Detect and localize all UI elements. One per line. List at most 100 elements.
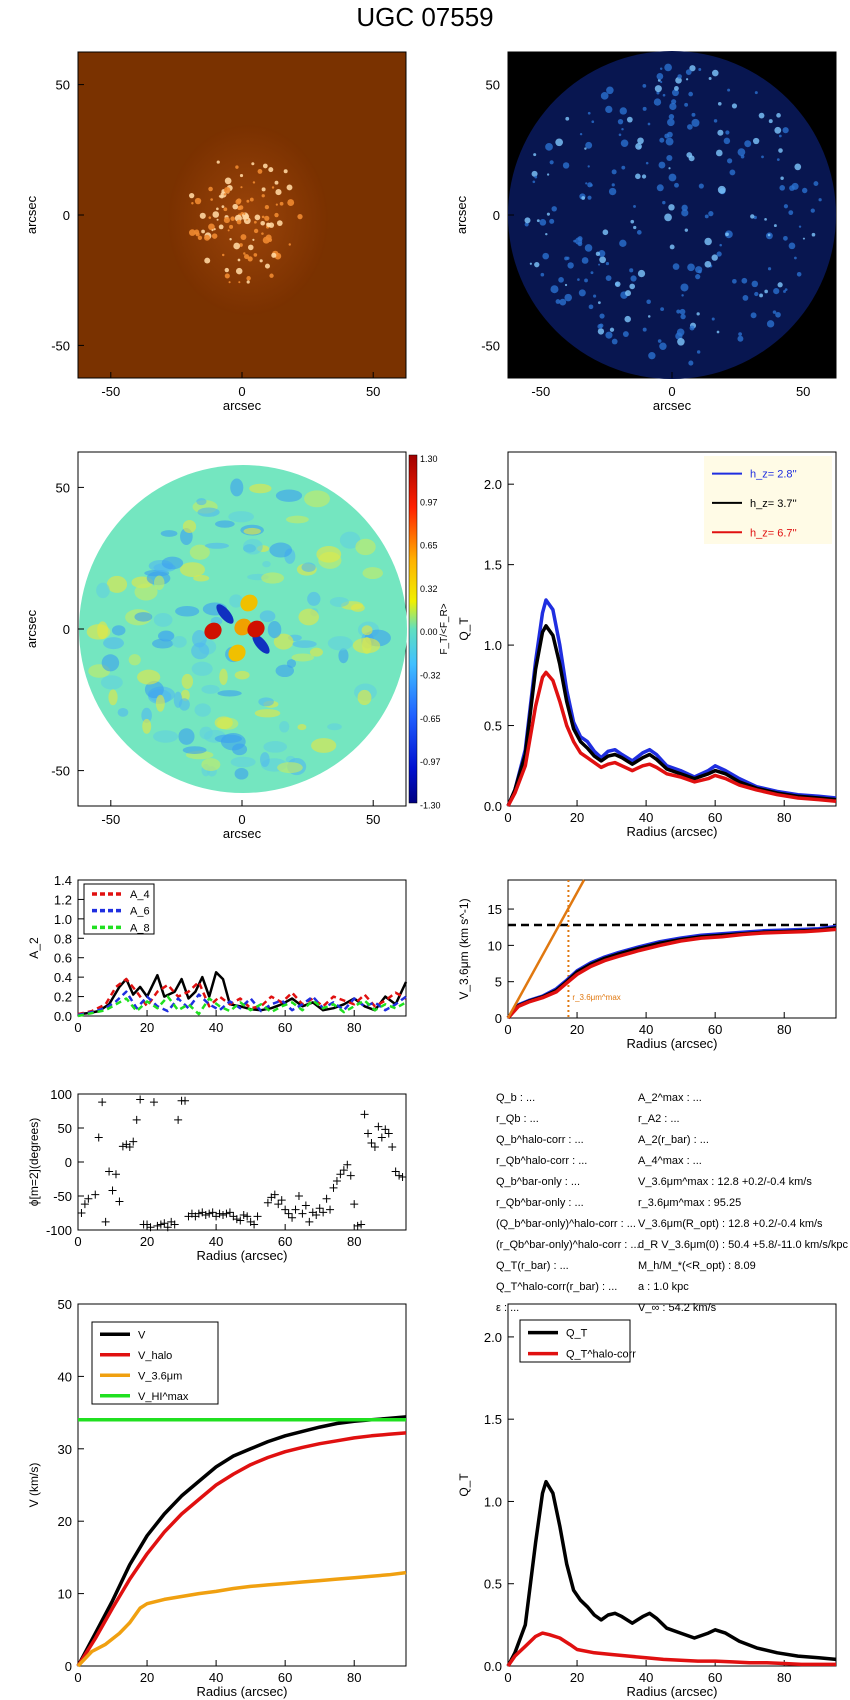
image-blob	[283, 169, 288, 174]
data-point	[94, 1133, 103, 1142]
y-tick-label: 50	[58, 1121, 72, 1136]
image-blob	[252, 181, 256, 184]
image-blob	[275, 664, 295, 678]
image-blob	[660, 80, 663, 84]
image-blob	[581, 196, 586, 200]
image-blob	[264, 215, 270, 221]
y-tick-label: 0.0	[54, 1009, 72, 1024]
image-stellar-blobs	[189, 160, 303, 284]
data-point	[208, 1208, 217, 1217]
x-tick-label: 20	[570, 810, 584, 825]
image-blob	[210, 198, 213, 201]
image-blob	[778, 148, 783, 153]
image-blob	[681, 204, 688, 212]
image-blob	[237, 258, 241, 262]
image-blob	[662, 93, 666, 97]
image-blob	[766, 320, 775, 328]
image-blob	[238, 281, 241, 284]
image-blob	[279, 720, 290, 733]
image-blob	[593, 294, 597, 298]
image-blob	[689, 65, 696, 72]
image-blob	[783, 290, 786, 293]
data-point	[277, 1196, 286, 1205]
image-blob	[243, 527, 261, 535]
plot-frame	[77, 1303, 407, 1667]
x-tick-label: 60	[708, 1670, 722, 1685]
x-tick-label: 60	[708, 810, 722, 825]
data-point	[80, 1200, 89, 1209]
image-blob	[100, 675, 123, 690]
image-blob	[716, 251, 722, 257]
image-blob	[602, 229, 609, 236]
image-blob	[773, 288, 780, 295]
image-blob	[660, 307, 665, 312]
image-blob	[588, 304, 594, 310]
image-blob	[611, 169, 617, 175]
image-blob	[737, 335, 744, 342]
image-blob	[606, 86, 614, 95]
image-blob	[260, 220, 265, 226]
y-tick-label: 2.0	[484, 477, 502, 492]
image-blob	[234, 618, 252, 636]
image-blob	[204, 542, 230, 549]
image-blob	[234, 670, 250, 680]
param-row: M_h/M_*(<R_opt) : 8.09	[638, 1260, 756, 1272]
data-point	[360, 1110, 369, 1119]
data-point	[174, 1115, 183, 1124]
image-blob	[665, 137, 674, 146]
y-tick-label: 10	[488, 938, 502, 953]
y-tick-label: 1.2	[54, 892, 72, 907]
image-blob	[626, 116, 633, 123]
x-axis-label: Radius (arcsec)	[626, 1684, 717, 1699]
image-blob	[362, 567, 383, 580]
x-tick-label: 0	[504, 1670, 511, 1685]
data-point	[301, 1201, 310, 1210]
image-blob	[642, 106, 647, 111]
image-blob	[267, 620, 282, 639]
image-blob	[664, 213, 672, 222]
image-blob	[754, 291, 759, 297]
image-blob	[215, 520, 235, 528]
y-tick-label: 0.8	[54, 931, 72, 946]
image-blob	[668, 167, 671, 170]
data-point	[149, 1098, 158, 1107]
y-tick-label: 40	[58, 1369, 72, 1384]
charts-layer: 0 20 40 60 80 0.0 0.5 1.0 1.5 2.0 Radius (arcsec) Q…	[27, 451, 837, 1699]
image-blob	[587, 165, 590, 168]
y-tick-label: 1.0	[484, 638, 502, 653]
data-point	[201, 1211, 210, 1220]
image-blob	[659, 67, 663, 71]
image-blob	[545, 142, 553, 151]
data-point	[170, 1220, 179, 1229]
image-blob	[578, 289, 586, 297]
image-blob	[191, 642, 210, 660]
y-tick-label: 0	[65, 1659, 72, 1674]
image-blob	[191, 661, 213, 676]
data-point	[398, 1172, 407, 1181]
legend-label: h_z= 6.7''	[750, 527, 797, 539]
x-tick-label: 0	[74, 1234, 81, 1249]
colorbar-tick-label: -0.65	[420, 714, 441, 724]
param-row: V_3.6μm^max : 12.8 +0.2/-0.4 km/s	[638, 1176, 812, 1188]
param-row: r_Qb : ...	[496, 1113, 539, 1125]
params-left-column: Q_b : ... r_Qb : ... Q_b^halo-corr : ...…	[496, 1088, 640, 1319]
image-blob	[274, 180, 279, 185]
image-blob	[688, 360, 694, 366]
image-blob	[711, 317, 715, 321]
param-row: Q_b^halo-corr : ...	[496, 1134, 584, 1146]
image-blob	[788, 242, 796, 250]
image-blob	[269, 542, 293, 558]
image-blob	[223, 207, 228, 212]
image-blob	[271, 252, 277, 258]
image-blob	[268, 167, 274, 173]
image-blob	[727, 88, 731, 92]
image-blob	[546, 173, 550, 176]
image-blob	[103, 637, 124, 650]
x-tick-label: 50	[366, 384, 380, 399]
y-tick-label: 30	[58, 1442, 72, 1457]
y-tick-label: 0	[65, 1155, 72, 1170]
image-blob	[798, 225, 802, 228]
x-tick-label: 80	[347, 1234, 361, 1249]
image-blob	[794, 163, 802, 171]
image-blob	[137, 669, 161, 685]
